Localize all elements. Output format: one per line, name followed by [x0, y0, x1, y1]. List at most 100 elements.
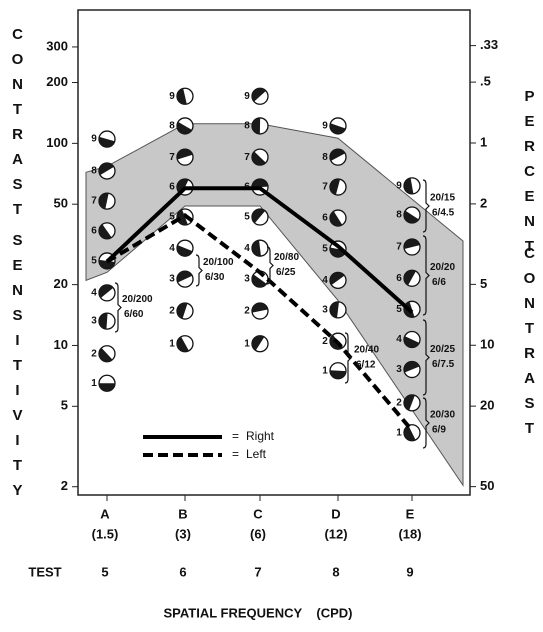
- patch-grating: [404, 394, 415, 411]
- patch-number: 2: [396, 397, 402, 408]
- patch-number: 9: [169, 91, 175, 102]
- patch-grating: [99, 383, 115, 392]
- acuity-label: 6/7.5: [432, 359, 455, 370]
- y-tick-label: 50: [54, 196, 68, 211]
- y-axis-title-2: SENSITIVITY: [9, 232, 26, 507]
- patch-grating: [177, 303, 188, 319]
- patch-grating: [252, 240, 261, 257]
- patch-number: 2: [91, 348, 97, 359]
- patch-grating: [99, 193, 109, 209]
- patch-number: 3: [244, 274, 250, 285]
- patch-number: 1: [244, 338, 250, 349]
- patch: [403, 394, 421, 412]
- patch-grating: [404, 178, 414, 194]
- patch-number: 9: [322, 121, 328, 132]
- patch-number: 4: [91, 288, 97, 299]
- patch: [329, 209, 347, 227]
- acuity-label: 20/30: [430, 410, 455, 421]
- patch-grating: [98, 284, 114, 298]
- acuity-label: 20/80: [274, 252, 299, 263]
- patch-number: 6: [91, 226, 97, 237]
- patch: [251, 208, 269, 226]
- patch-number: 9: [396, 181, 402, 192]
- y2-tick-label: .5: [480, 74, 491, 89]
- patch-grating: [252, 303, 268, 313]
- x-tick-label: C: [253, 506, 263, 521]
- y2-tick-label: 1: [480, 134, 487, 149]
- patch: [98, 192, 116, 210]
- test-number: 9: [406, 564, 413, 579]
- patch: [329, 301, 347, 319]
- patch-grating: [330, 149, 346, 161]
- patch: [403, 238, 421, 256]
- patch: [403, 360, 421, 379]
- test-number: 7: [254, 564, 261, 579]
- legend-label: Left: [246, 447, 267, 461]
- series-line: [105, 213, 414, 432]
- y-tick-label: 5: [61, 398, 68, 413]
- patch: [98, 222, 116, 240]
- x-tick-label: A: [100, 506, 110, 521]
- patch-number: 2: [169, 306, 175, 317]
- legend-symbol: =: [232, 447, 239, 461]
- patch-grating: [99, 313, 108, 330]
- patch-grating: [404, 239, 420, 249]
- patch-number: 1: [91, 378, 97, 389]
- patch: [329, 362, 347, 380]
- x-tick-label: D: [331, 506, 340, 521]
- patch-number: 4: [396, 334, 402, 345]
- patch: [403, 424, 421, 442]
- patch-grating: [99, 162, 114, 176]
- y2-tick-label: 20: [480, 398, 494, 413]
- patch-grating: [330, 301, 339, 318]
- acuity-label: 6/30: [205, 272, 225, 283]
- acuity-bracket: [422, 319, 430, 396]
- patch-number: 4: [322, 275, 328, 286]
- patch-number: 6: [322, 213, 328, 224]
- patch-number: 9: [244, 91, 250, 102]
- acuity-label: 6/9: [432, 425, 446, 436]
- patch: [176, 335, 194, 353]
- patch-number: 8: [169, 121, 175, 132]
- patch: [176, 270, 194, 288]
- patch-number: 1: [396, 427, 402, 438]
- patch-grating: [176, 121, 192, 134]
- patch-number: 4: [169, 243, 175, 254]
- test-number: 5: [101, 564, 108, 579]
- patch: [251, 239, 269, 257]
- patch: [251, 148, 269, 166]
- patch-grating: [177, 271, 193, 283]
- x-frequency-label: (6): [250, 526, 266, 541]
- patch-number: 1: [322, 365, 328, 376]
- x-frequency-label: (12): [324, 526, 347, 541]
- patch: [98, 162, 116, 180]
- y2-tick-label: 5: [480, 276, 487, 291]
- patch-number: 3: [396, 364, 402, 375]
- patch: [329, 117, 347, 135]
- legend-label: Right: [246, 429, 275, 443]
- y2-tick-label: .33: [480, 37, 498, 52]
- patch: [98, 345, 116, 363]
- patch: [251, 117, 269, 135]
- patch-grating: [404, 361, 420, 373]
- patch: [98, 284, 116, 302]
- y-tick-label: 100: [46, 135, 68, 150]
- patch: [329, 178, 347, 196]
- legend-symbol: =: [232, 429, 239, 443]
- acuity-bracket: [422, 397, 430, 449]
- acuity-label: 20/20: [430, 262, 455, 273]
- patch-grating: [177, 336, 189, 352]
- plot-frame: [77, 9, 471, 496]
- patch-number: 1: [169, 338, 175, 349]
- patch-grating: [252, 274, 267, 288]
- y2-tick-label: 2: [480, 195, 487, 210]
- patch: [176, 87, 194, 105]
- test-number: 8: [332, 564, 339, 579]
- y-axis-title-1: CONTRAST: [9, 26, 26, 226]
- acuity-label: 20/40: [354, 345, 379, 356]
- x-frequency-label: (3): [175, 526, 191, 541]
- patch-number: 9: [91, 134, 97, 145]
- patch-number: 5: [322, 244, 328, 255]
- acuity-bracket: [114, 282, 122, 333]
